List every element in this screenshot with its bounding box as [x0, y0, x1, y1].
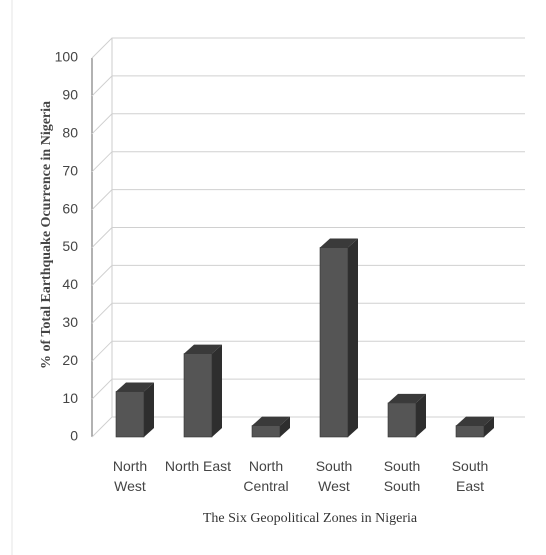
bar-side — [348, 238, 358, 437]
bar — [183, 353, 213, 438]
bar-top — [320, 238, 358, 248]
y-tick-label: 80 — [62, 125, 78, 141]
bar-side — [280, 416, 290, 437]
grid-line — [91, 75, 525, 97]
bar-side — [212, 344, 222, 437]
bar — [455, 425, 485, 438]
x-tick-label: North East — [165, 458, 231, 474]
y-tick-label: 90 — [62, 87, 78, 103]
grid-line — [91, 113, 525, 135]
y-tick-label: 20 — [62, 352, 78, 368]
grid-line — [91, 189, 525, 210]
y-tick-label: 10 — [62, 390, 78, 406]
x-tick-label: North Central — [243, 458, 288, 494]
y-tick-label: 40 — [62, 276, 78, 292]
bar-side — [144, 382, 154, 437]
bar-top — [184, 344, 222, 354]
y-tick-label: 0 — [70, 428, 78, 444]
grid-line — [91, 378, 525, 400]
grid-line — [91, 302, 525, 324]
x-tick-label: North West — [113, 458, 147, 494]
y-tick-label: 70 — [62, 162, 78, 178]
bar — [387, 402, 417, 438]
grid-line — [91, 416, 525, 438]
grid-line — [91, 264, 525, 286]
bar — [251, 425, 281, 438]
y-axis-title: % of Total Earthquake Ocurrence in Niger… — [39, 101, 54, 369]
x-axis-title: The Six Geopolitical Zones in Nigeria — [203, 511, 418, 526]
bar-top — [456, 416, 494, 426]
grid-line — [91, 227, 525, 248]
bar-side — [416, 393, 426, 437]
bar — [115, 391, 145, 438]
y-tick-label: 60 — [62, 200, 78, 216]
x-tick-label: South West — [316, 458, 353, 494]
bar-top — [388, 393, 426, 403]
x-tick-label: South South — [384, 458, 421, 494]
y-tick-label: 30 — [62, 314, 78, 330]
grid-line — [91, 151, 525, 173]
bar-top — [252, 416, 290, 426]
y-tick-label: 100 — [55, 49, 79, 65]
bar — [319, 247, 349, 438]
bar-top — [116, 382, 154, 392]
grid-line — [91, 340, 525, 362]
x-tick-label: South East — [452, 458, 489, 494]
grid-line — [91, 37, 525, 59]
bar-side — [484, 416, 494, 437]
y-tick-label: 50 — [62, 238, 78, 254]
